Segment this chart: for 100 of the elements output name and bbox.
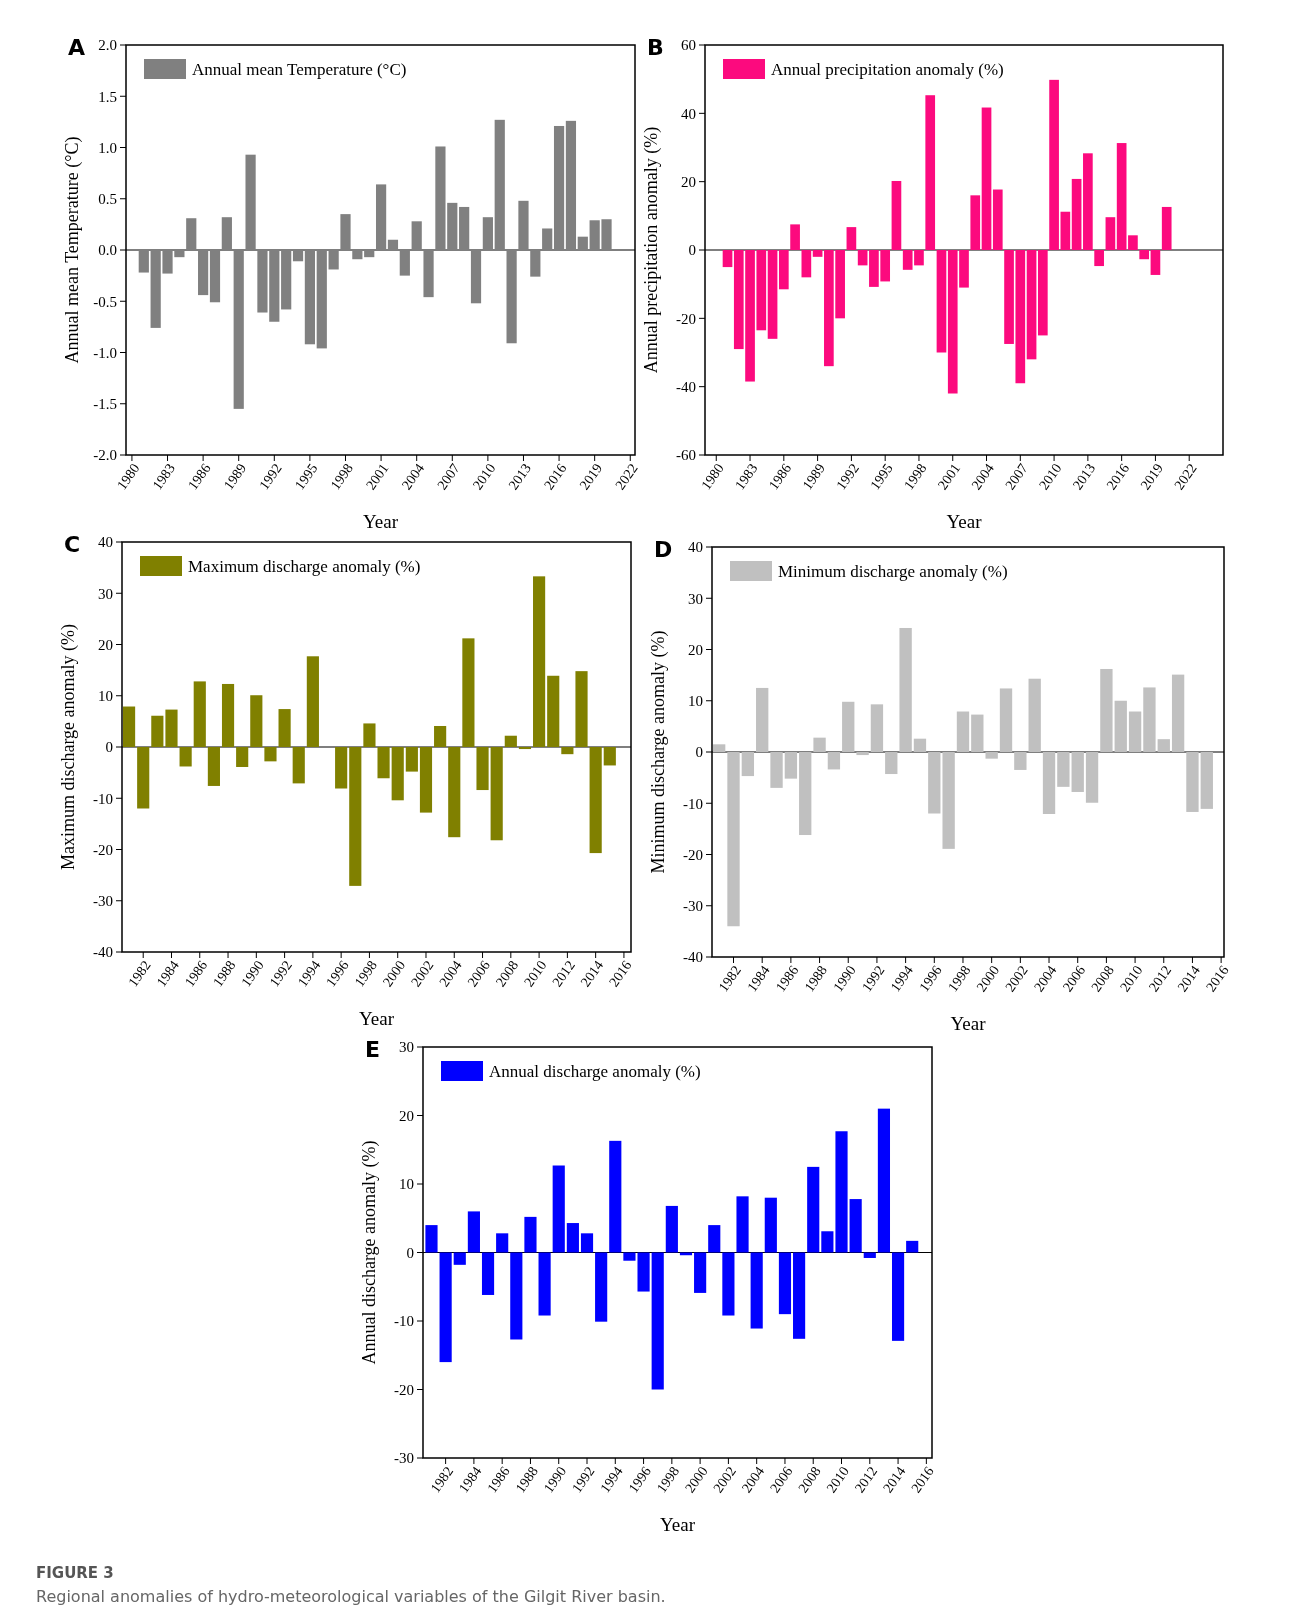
bar xyxy=(198,250,209,296)
y-tick-label: 1.5 xyxy=(98,88,117,105)
bar xyxy=(245,154,256,250)
bar xyxy=(925,95,936,250)
bar xyxy=(518,747,532,750)
legend-label: Annual discharge anomaly (%) xyxy=(489,1061,701,1081)
bar xyxy=(1085,752,1099,803)
bar xyxy=(335,747,348,789)
bar xyxy=(264,747,277,762)
bar xyxy=(722,250,733,268)
bar xyxy=(233,250,244,409)
x-axis-title: Year xyxy=(358,1008,395,1029)
bar xyxy=(391,747,404,801)
bar xyxy=(971,714,984,752)
x-axis-title: Year xyxy=(950,1013,987,1034)
y-axis-title: Annual precipitation anomaly (%) xyxy=(641,126,662,374)
bar xyxy=(375,184,387,250)
y-tick-label: 40 xyxy=(681,105,696,122)
bar xyxy=(186,218,197,250)
bar xyxy=(533,576,546,747)
bar xyxy=(193,681,206,747)
bar xyxy=(566,1223,579,1253)
bar xyxy=(506,250,517,344)
y-tick-label: 20 xyxy=(688,641,703,658)
bar xyxy=(713,744,726,752)
bar xyxy=(377,747,390,779)
bar xyxy=(434,725,447,747)
y-axis-title: Minimum discharge anomaly (%) xyxy=(648,630,669,874)
y-tick-label: 20 xyxy=(681,173,696,190)
bar xyxy=(835,1131,848,1253)
bar xyxy=(304,250,316,345)
bar xyxy=(891,180,902,250)
bar xyxy=(778,250,789,290)
bar xyxy=(942,752,955,849)
bar xyxy=(439,1252,452,1363)
bar xyxy=(494,119,505,250)
bar xyxy=(1083,153,1093,250)
bar xyxy=(1150,250,1161,275)
y-tick-label: -10 xyxy=(394,1313,414,1330)
bar xyxy=(504,735,517,747)
y-tick-label: 2.0 xyxy=(98,37,117,54)
y-tick-label: -2.0 xyxy=(93,447,117,464)
bar xyxy=(846,227,857,250)
bar xyxy=(328,250,339,270)
bar xyxy=(1028,678,1041,752)
y-tick-label: -20 xyxy=(394,1381,414,1398)
bar xyxy=(784,752,798,779)
y-tick-label: -60 xyxy=(676,447,696,464)
bar xyxy=(694,1252,707,1293)
bar xyxy=(756,687,769,752)
bar xyxy=(207,747,220,786)
y-tick-label: 1.0 xyxy=(98,139,117,156)
bar xyxy=(462,638,475,747)
bar xyxy=(1049,79,1059,250)
bar xyxy=(891,1252,905,1341)
y-tick-label: 40 xyxy=(98,534,113,551)
bar xyxy=(577,236,588,250)
legend-label: Annual mean Temperature (°C) xyxy=(192,59,407,79)
bar xyxy=(364,250,375,258)
x-axis-title: Year xyxy=(659,1514,696,1535)
bar xyxy=(1057,752,1070,787)
bar xyxy=(236,747,249,767)
bar xyxy=(524,1216,537,1253)
bar xyxy=(770,752,783,788)
bar xyxy=(790,224,800,250)
chart-title: A xyxy=(68,35,86,60)
bar xyxy=(1042,752,1056,815)
bar xyxy=(736,1196,749,1253)
bar xyxy=(1143,687,1156,752)
bar xyxy=(609,1140,622,1253)
bar xyxy=(1171,674,1185,752)
bar xyxy=(306,656,319,747)
bar xyxy=(138,250,149,273)
y-tick-label: 60 xyxy=(681,37,696,54)
bar xyxy=(363,723,376,747)
bar xyxy=(801,250,812,278)
bar xyxy=(821,1231,834,1253)
bar xyxy=(750,1252,763,1329)
bar xyxy=(425,1225,438,1253)
bar xyxy=(1037,250,1048,336)
chart-title: C xyxy=(64,532,81,557)
bar xyxy=(411,221,422,250)
y-tick-label: 10 xyxy=(98,688,113,704)
bar xyxy=(122,706,136,747)
bar xyxy=(490,747,503,841)
bar xyxy=(1139,250,1150,260)
y-tick-label: -20 xyxy=(93,841,113,858)
bar xyxy=(793,1252,806,1339)
bar xyxy=(423,250,434,298)
bar xyxy=(470,250,482,304)
y-tick-label: -1.0 xyxy=(93,344,117,361)
text: Regional anomalies of hydro-meteorological variables of the Gilgit River basin. xyxy=(36,1587,666,1606)
bar xyxy=(1071,178,1082,250)
bar xyxy=(708,1225,721,1253)
y-tick-label: 0 xyxy=(688,242,696,259)
y-tick-label: 0.5 xyxy=(98,191,117,207)
bar xyxy=(137,747,150,809)
bar xyxy=(467,1211,480,1253)
bar xyxy=(727,752,740,927)
bar xyxy=(405,747,418,772)
